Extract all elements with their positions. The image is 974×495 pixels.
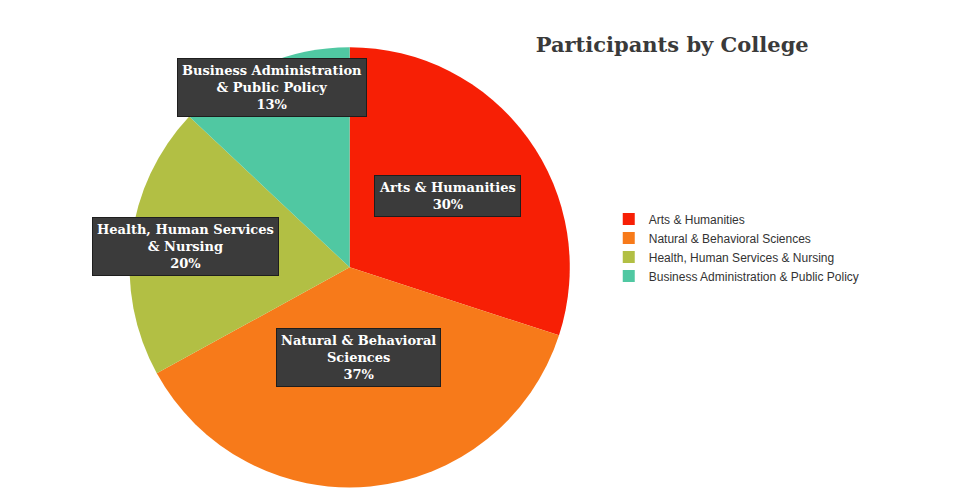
svg-text:Arts & Humanities: Arts & Humanities — [649, 213, 745, 227]
svg-text:Business Administration& Publi: Business Administration& Public Policy13… — [182, 63, 362, 112]
svg-text:Business Administration & Publ: Business Administration & Public Policy — [649, 270, 859, 284]
svg-text:Participants by College: Participants by College — [536, 32, 809, 57]
svg-text:Natural & BehavioralSciences37: Natural & BehavioralSciences37% — [281, 333, 436, 382]
svg-text:Arts & Humanities30%: Arts & Humanities30% — [379, 180, 516, 212]
svg-text:Natural & Behavioral Sciences: Natural & Behavioral Sciences — [649, 232, 811, 246]
svg-text:Health, Human Services & Nursi: Health, Human Services & Nursing — [649, 251, 834, 265]
svg-text:Health, Human Services& Nursin: Health, Human Services& Nursing20% — [97, 222, 274, 271]
